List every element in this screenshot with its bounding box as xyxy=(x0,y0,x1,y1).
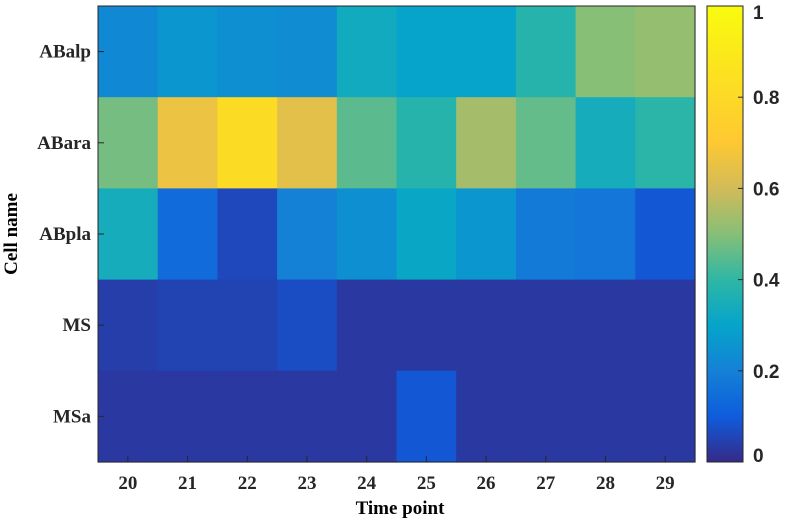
colorbar-tick-label: 0.4 xyxy=(753,271,780,292)
heatmap-cell-ABpla-22 xyxy=(217,188,278,281)
heatmap-cell-MSa-22 xyxy=(217,370,278,463)
y-axis-ticks: ABalp ABara ABpla MS MSa xyxy=(37,42,104,427)
heatmap-cell-MS-29 xyxy=(635,279,696,372)
heatmap-cell-ABpla-20 xyxy=(98,188,159,281)
y-tick-label: MSa xyxy=(53,406,92,427)
heatmap-cell-MS-22 xyxy=(217,279,278,372)
heatmap-cell-ABalp-23 xyxy=(277,6,338,98)
colorbar-gradient xyxy=(706,5,744,463)
heatmap-cell-ABalp-22 xyxy=(217,6,278,98)
x-tick-label: 25 xyxy=(417,473,436,494)
heatmap-cell-MS-20 xyxy=(98,279,159,372)
heatmap-cell-MSa-26 xyxy=(456,370,517,463)
heatmap-cell-ABara-23 xyxy=(277,97,338,189)
heatmap-cell-MS-28 xyxy=(575,279,636,372)
heatmap-cell-ABalp-27 xyxy=(515,6,577,98)
heatmap-cell-MSa-27 xyxy=(515,370,577,463)
x-axis-title: Time point xyxy=(356,498,446,519)
heatmap-cell-ABara-29 xyxy=(635,97,696,189)
y-tick-label: MS xyxy=(63,315,92,336)
heatmap-cell-MS-21 xyxy=(157,279,218,372)
heatmap-cell-ABara-22 xyxy=(217,97,278,189)
x-tick-label: 24 xyxy=(357,473,377,494)
colorbar-tick-label: 1 xyxy=(753,3,764,24)
colorbar-tick-label: 0.8 xyxy=(753,88,779,109)
y-tick-label: ABpla xyxy=(39,224,91,245)
colorbar: 0 0.2 0.4 0.6 0.8 1 xyxy=(706,3,780,467)
heatmap-cell-MSa-28 xyxy=(575,370,636,463)
colorbar-tick-label: 0 xyxy=(753,446,764,467)
heatmap-cell-MS-24 xyxy=(336,279,398,372)
heatmap-cell-MSa-23 xyxy=(277,370,338,463)
heatmap-cell-ABpla-24 xyxy=(336,188,398,281)
heatmap-cell-MSa-20 xyxy=(98,370,159,463)
heatmap-cell-ABara-26 xyxy=(456,97,517,189)
heatmap-cell-ABalp-29 xyxy=(635,6,696,98)
x-tick-label: 28 xyxy=(596,473,615,494)
heatmap-cell-ABalp-21 xyxy=(157,6,218,98)
heatmap-cell-ABpla-21 xyxy=(157,188,218,281)
x-tick-label: 26 xyxy=(477,473,496,494)
x-tick-label: 29 xyxy=(656,473,675,494)
heatmap-cells xyxy=(98,6,696,463)
heatmap-cell-ABalp-20 xyxy=(98,6,159,98)
heatmap-cell-ABalp-26 xyxy=(456,6,517,98)
heatmap-cell-ABara-25 xyxy=(396,97,457,189)
colorbar-tick-label: 0.6 xyxy=(753,179,779,200)
heatmap-cell-ABpla-27 xyxy=(515,188,577,281)
heatmap-cell-ABara-21 xyxy=(157,97,218,189)
heatmap-cell-MS-27 xyxy=(515,279,577,372)
colorbar-tick-label: 0.2 xyxy=(753,362,779,383)
heatmap-cell-ABpla-26 xyxy=(456,188,517,281)
heatmap-cell-ABpla-25 xyxy=(396,188,457,281)
heatmap-cell-MS-25 xyxy=(396,279,457,372)
heatmap-cell-ABpla-23 xyxy=(277,188,338,281)
heatmap-cell-MSa-24 xyxy=(336,370,398,463)
heatmap-cell-ABpla-29 xyxy=(635,188,696,281)
x-tick-label: 27 xyxy=(536,473,556,494)
heatmap-cell-MS-23 xyxy=(277,279,338,372)
heatmap-cell-ABalp-25 xyxy=(396,6,457,98)
y-tick-label: ABara xyxy=(37,133,91,154)
y-tick-label: ABalp xyxy=(39,42,91,63)
heatmap-cell-ABara-20 xyxy=(98,97,159,189)
heatmap-cell-ABalp-24 xyxy=(336,6,398,98)
heatmap-cell-MS-26 xyxy=(456,279,517,372)
x-tick-label: 20 xyxy=(118,473,137,494)
heatmap-cell-ABpla-28 xyxy=(575,188,636,281)
heatmap-cell-MSa-25 xyxy=(396,370,457,463)
heatmap-cell-ABara-27 xyxy=(515,97,577,189)
x-tick-label: 23 xyxy=(297,473,316,494)
y-axis-title: Cell name xyxy=(1,193,22,275)
heatmap-cell-ABalp-28 xyxy=(575,6,636,98)
heatmap-cell-ABara-28 xyxy=(575,97,636,189)
x-tick-label: 21 xyxy=(178,473,197,494)
heatmap-cell-ABara-24 xyxy=(336,97,398,189)
x-axis-ticks: 20 21 22 23 24 25 26 27 28 29 xyxy=(118,456,675,494)
heatmap-cell-MSa-21 xyxy=(157,370,218,463)
x-tick-label: 22 xyxy=(238,473,257,494)
heatmap-cell-MSa-29 xyxy=(635,370,696,463)
